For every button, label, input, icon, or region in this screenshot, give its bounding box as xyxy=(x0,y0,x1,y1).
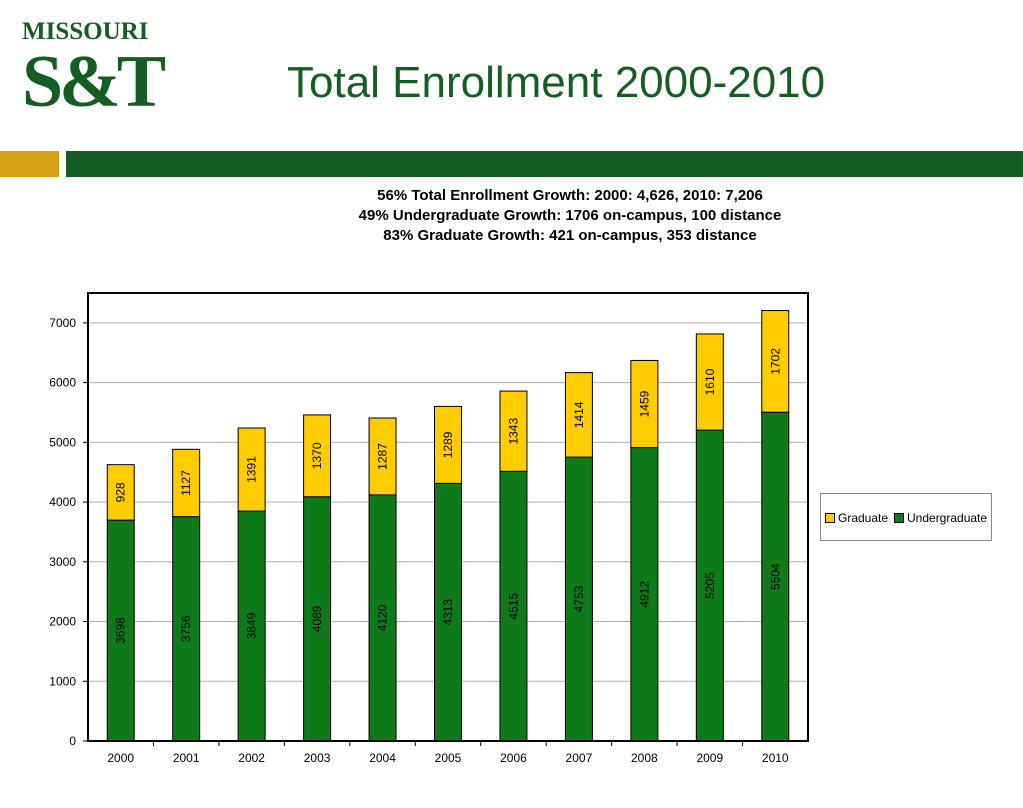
bar-undergraduate xyxy=(499,470,528,742)
data-label-graduate: 1287 xyxy=(376,443,390,470)
y-tick-label: 6000 xyxy=(49,376,76,390)
y-tick-label: 3000 xyxy=(49,555,76,569)
data-label-undergraduate: 3756 xyxy=(179,615,193,642)
header-band-green xyxy=(66,151,1023,177)
bar-graduate xyxy=(303,414,332,498)
x-tick-label: 2000 xyxy=(107,751,134,765)
bar-undergraduate xyxy=(106,519,135,742)
data-label-undergraduate: 4120 xyxy=(376,604,390,631)
x-tick-label: 2002 xyxy=(238,751,265,765)
bar-graduate xyxy=(172,448,201,518)
legend-label-graduate: Graduate xyxy=(838,511,889,525)
slide-title: Total Enrollment 2000-2010 xyxy=(287,58,826,107)
x-tick-label: 2009 xyxy=(696,751,723,765)
y-tick-label: 4000 xyxy=(49,495,76,509)
data-label-graduate: 1127 xyxy=(179,470,193,496)
logo-monogram: S&T xyxy=(22,41,166,123)
subtitle-undergraduate-growth: 49% Undergraduate Growth: 1706 on-campus… xyxy=(358,207,782,224)
bar-graduate xyxy=(630,359,659,449)
y-tick-label: 5000 xyxy=(49,435,76,449)
x-tick-label: 2007 xyxy=(566,751,593,765)
legend-item-undergraduate: Undergraduate xyxy=(894,511,987,525)
bar-graduate xyxy=(368,417,397,496)
data-label-graduate: 1289 xyxy=(441,431,455,458)
y-tick-label: 2000 xyxy=(49,615,76,629)
logo-wordmark: MISSOURI xyxy=(22,18,149,45)
bar-graduate xyxy=(695,333,724,431)
y-tick-label: 7000 xyxy=(49,316,76,330)
y-tick-label: 1000 xyxy=(49,674,76,688)
data-label-undergraduate: 4515 xyxy=(506,592,520,619)
x-tick-label: 2008 xyxy=(631,751,658,765)
data-label-graduate: 1414 xyxy=(572,401,586,428)
bar-undergraduate xyxy=(303,496,332,742)
bar-undergraduate xyxy=(368,494,397,742)
chart-subtitles: 56% Total Enrollment Growth: 2000: 4,626… xyxy=(180,186,960,246)
bar-undergraduate xyxy=(237,510,266,742)
plot-frame xyxy=(87,292,809,742)
x-tick-label: 2004 xyxy=(369,751,396,765)
data-label-undergraduate: 4912 xyxy=(637,581,651,608)
subtitle-total-growth: 56% Total Enrollment Growth: 2000: 4,626… xyxy=(377,187,763,204)
x-tick-label: 2005 xyxy=(435,751,462,765)
data-label-graduate: 1370 xyxy=(310,442,324,469)
data-label-undergraduate: 3698 xyxy=(114,617,128,644)
data-label-undergraduate: 4089 xyxy=(310,605,324,632)
x-tick-label: 2001 xyxy=(173,751,200,765)
data-label-graduate: 1343 xyxy=(506,418,520,445)
data-label-undergraduate: 5205 xyxy=(703,572,717,599)
data-label-graduate: 928 xyxy=(114,482,128,502)
x-tick-label: 2003 xyxy=(304,751,331,765)
bar-graduate xyxy=(564,372,593,458)
bar-undergraduate xyxy=(761,411,790,742)
legend-label-undergraduate: Undergraduate xyxy=(907,511,988,525)
bar-graduate xyxy=(237,427,266,512)
legend-item-graduate: Graduate xyxy=(825,511,888,525)
chart-legend: Graduate Undergraduate xyxy=(820,493,992,541)
data-label-undergraduate: 4753 xyxy=(572,585,586,612)
bar-graduate xyxy=(106,464,135,521)
data-label-undergraduate: 4313 xyxy=(441,599,455,626)
x-tick-label: 2010 xyxy=(762,751,789,765)
y-tick-label: 0 xyxy=(69,734,76,748)
legend-swatch-undergraduate xyxy=(894,513,904,523)
header-band-gold xyxy=(0,151,59,177)
legend-swatch-graduate xyxy=(825,513,835,523)
bar-undergraduate xyxy=(172,516,201,742)
bar-graduate xyxy=(761,310,790,413)
subtitle-graduate-growth: 83% Graduate Growth: 421 on-campus, 353 … xyxy=(383,227,757,244)
data-label-graduate: 1459 xyxy=(637,390,651,417)
data-label-graduate: 1702 xyxy=(768,348,782,375)
missouri-st-logo: MISSOURI S&T xyxy=(22,18,166,130)
data-label-undergraduate: 5504 xyxy=(768,563,782,590)
data-label-undergraduate: 3849 xyxy=(245,612,259,639)
x-tick-label: 2006 xyxy=(500,751,527,765)
data-label-graduate: 1610 xyxy=(703,368,717,395)
data-label-graduate: 1391 xyxy=(245,456,259,483)
bar-graduate xyxy=(434,405,462,484)
bar-graduate xyxy=(499,390,528,472)
